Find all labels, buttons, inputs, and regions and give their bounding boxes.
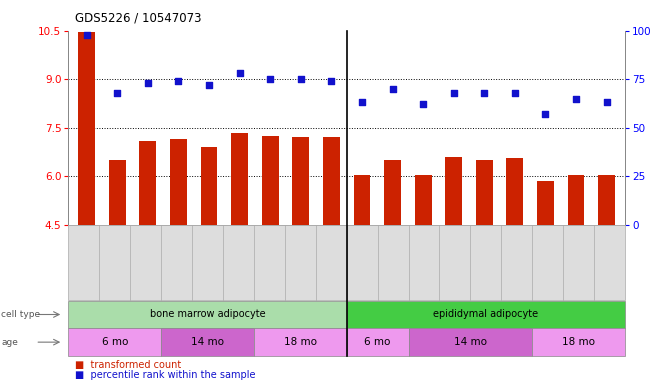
Bar xyxy=(353,175,370,225)
Point xyxy=(571,96,581,102)
Bar xyxy=(170,139,187,225)
Point xyxy=(479,90,490,96)
Point xyxy=(112,90,122,96)
Point xyxy=(296,76,306,82)
Bar xyxy=(323,137,340,225)
Text: 14 mo: 14 mo xyxy=(191,337,224,347)
Point xyxy=(357,99,367,106)
Text: ■  transformed count: ■ transformed count xyxy=(75,360,181,370)
Text: 6 mo: 6 mo xyxy=(102,337,128,347)
Bar xyxy=(537,181,554,225)
Bar xyxy=(476,160,493,225)
Point xyxy=(81,31,92,38)
Bar xyxy=(598,175,615,225)
Bar xyxy=(415,175,432,225)
Point xyxy=(326,78,337,84)
Bar xyxy=(201,147,217,225)
Point xyxy=(204,82,214,88)
Text: 18 mo: 18 mo xyxy=(562,337,595,347)
Bar xyxy=(506,158,523,225)
Bar xyxy=(78,32,95,225)
Text: bone marrow adipocyte: bone marrow adipocyte xyxy=(150,310,266,319)
Bar xyxy=(109,160,126,225)
Bar xyxy=(445,157,462,225)
Text: 14 mo: 14 mo xyxy=(454,337,487,347)
Text: GDS5226 / 10547073: GDS5226 / 10547073 xyxy=(75,12,201,25)
Text: cell type: cell type xyxy=(1,310,40,319)
Point xyxy=(540,111,551,117)
Bar xyxy=(262,136,279,225)
Text: 6 mo: 6 mo xyxy=(365,337,391,347)
Point xyxy=(602,99,612,106)
Text: age: age xyxy=(1,338,18,347)
Point xyxy=(449,90,459,96)
Bar xyxy=(139,141,156,225)
Point xyxy=(173,78,184,84)
Bar xyxy=(292,137,309,225)
Bar xyxy=(384,160,401,225)
Text: ■  percentile rank within the sample: ■ percentile rank within the sample xyxy=(75,370,255,380)
Point xyxy=(418,101,428,108)
Point xyxy=(234,70,245,76)
Bar xyxy=(231,132,248,225)
Point xyxy=(387,86,398,92)
Point xyxy=(265,76,275,82)
Text: 18 mo: 18 mo xyxy=(284,337,317,347)
Point xyxy=(510,90,520,96)
Bar xyxy=(568,175,585,225)
Text: epididymal adipocyte: epididymal adipocyte xyxy=(434,310,538,319)
Point xyxy=(143,80,153,86)
